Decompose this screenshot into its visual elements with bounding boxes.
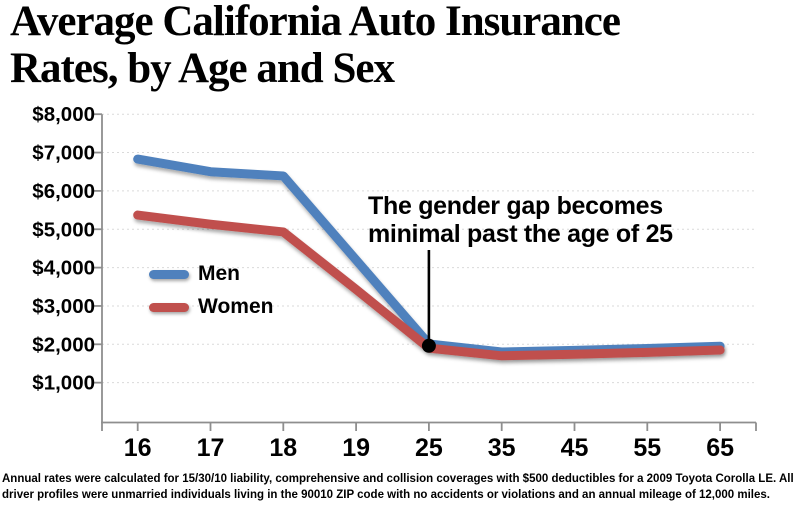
page-title: Average California Auto Insurance Rates, … — [10, 0, 621, 92]
x-tick-label: 45 — [561, 434, 589, 462]
footnote-line2: driver profiles were unmarried individua… — [2, 489, 770, 501]
y-tick-label: $7,000 — [32, 142, 95, 165]
x-tick-label: 17 — [197, 434, 225, 462]
men-line-swatch — [149, 269, 189, 279]
legend: Men Women — [149, 262, 274, 329]
annotation-text: The gender gap becomes minimal past the … — [368, 192, 673, 248]
legend-item-men: Men — [149, 262, 273, 285]
page-title-line1: Average California Auto Insurance — [10, 0, 621, 45]
footnote: Annual rates were calculated for 15/30/1… — [2, 471, 800, 503]
legend-label-men: Men — [198, 262, 240, 285]
women-line-swatch — [149, 302, 189, 312]
y-tick-label: $2,000 — [32, 333, 95, 356]
y-tick-label: $4,000 — [32, 257, 95, 280]
x-tick-label: 16 — [124, 434, 152, 462]
y-tick-label: $6,000 — [32, 180, 95, 203]
annotation-pointer-dot — [421, 338, 436, 353]
annotation-line1: The gender gap becomes — [368, 192, 663, 220]
x-tick-label: 25 — [415, 434, 443, 462]
x-tick-label: 35 — [488, 434, 516, 462]
x-tick-label: 55 — [633, 434, 661, 462]
y-tick-label: $5,000 — [32, 218, 95, 241]
x-tick-label: 19 — [342, 434, 370, 462]
annotation-line2: minimal past the age of 25 — [368, 220, 673, 248]
legend-label-women: Women — [198, 295, 274, 318]
x-tick-label: 65 — [706, 434, 734, 462]
legend-item-women: Women — [149, 295, 274, 318]
page-title-line2: Rates, by Age and Sex — [10, 45, 395, 92]
y-tick-label: $8,000 — [32, 103, 95, 126]
footnote-line1: Annual rates were calculated for 15/30/1… — [2, 473, 794, 485]
y-tick-label: $3,000 — [32, 295, 95, 318]
y-tick-label: $1,000 — [32, 372, 95, 395]
x-tick-label: 18 — [269, 434, 297, 462]
